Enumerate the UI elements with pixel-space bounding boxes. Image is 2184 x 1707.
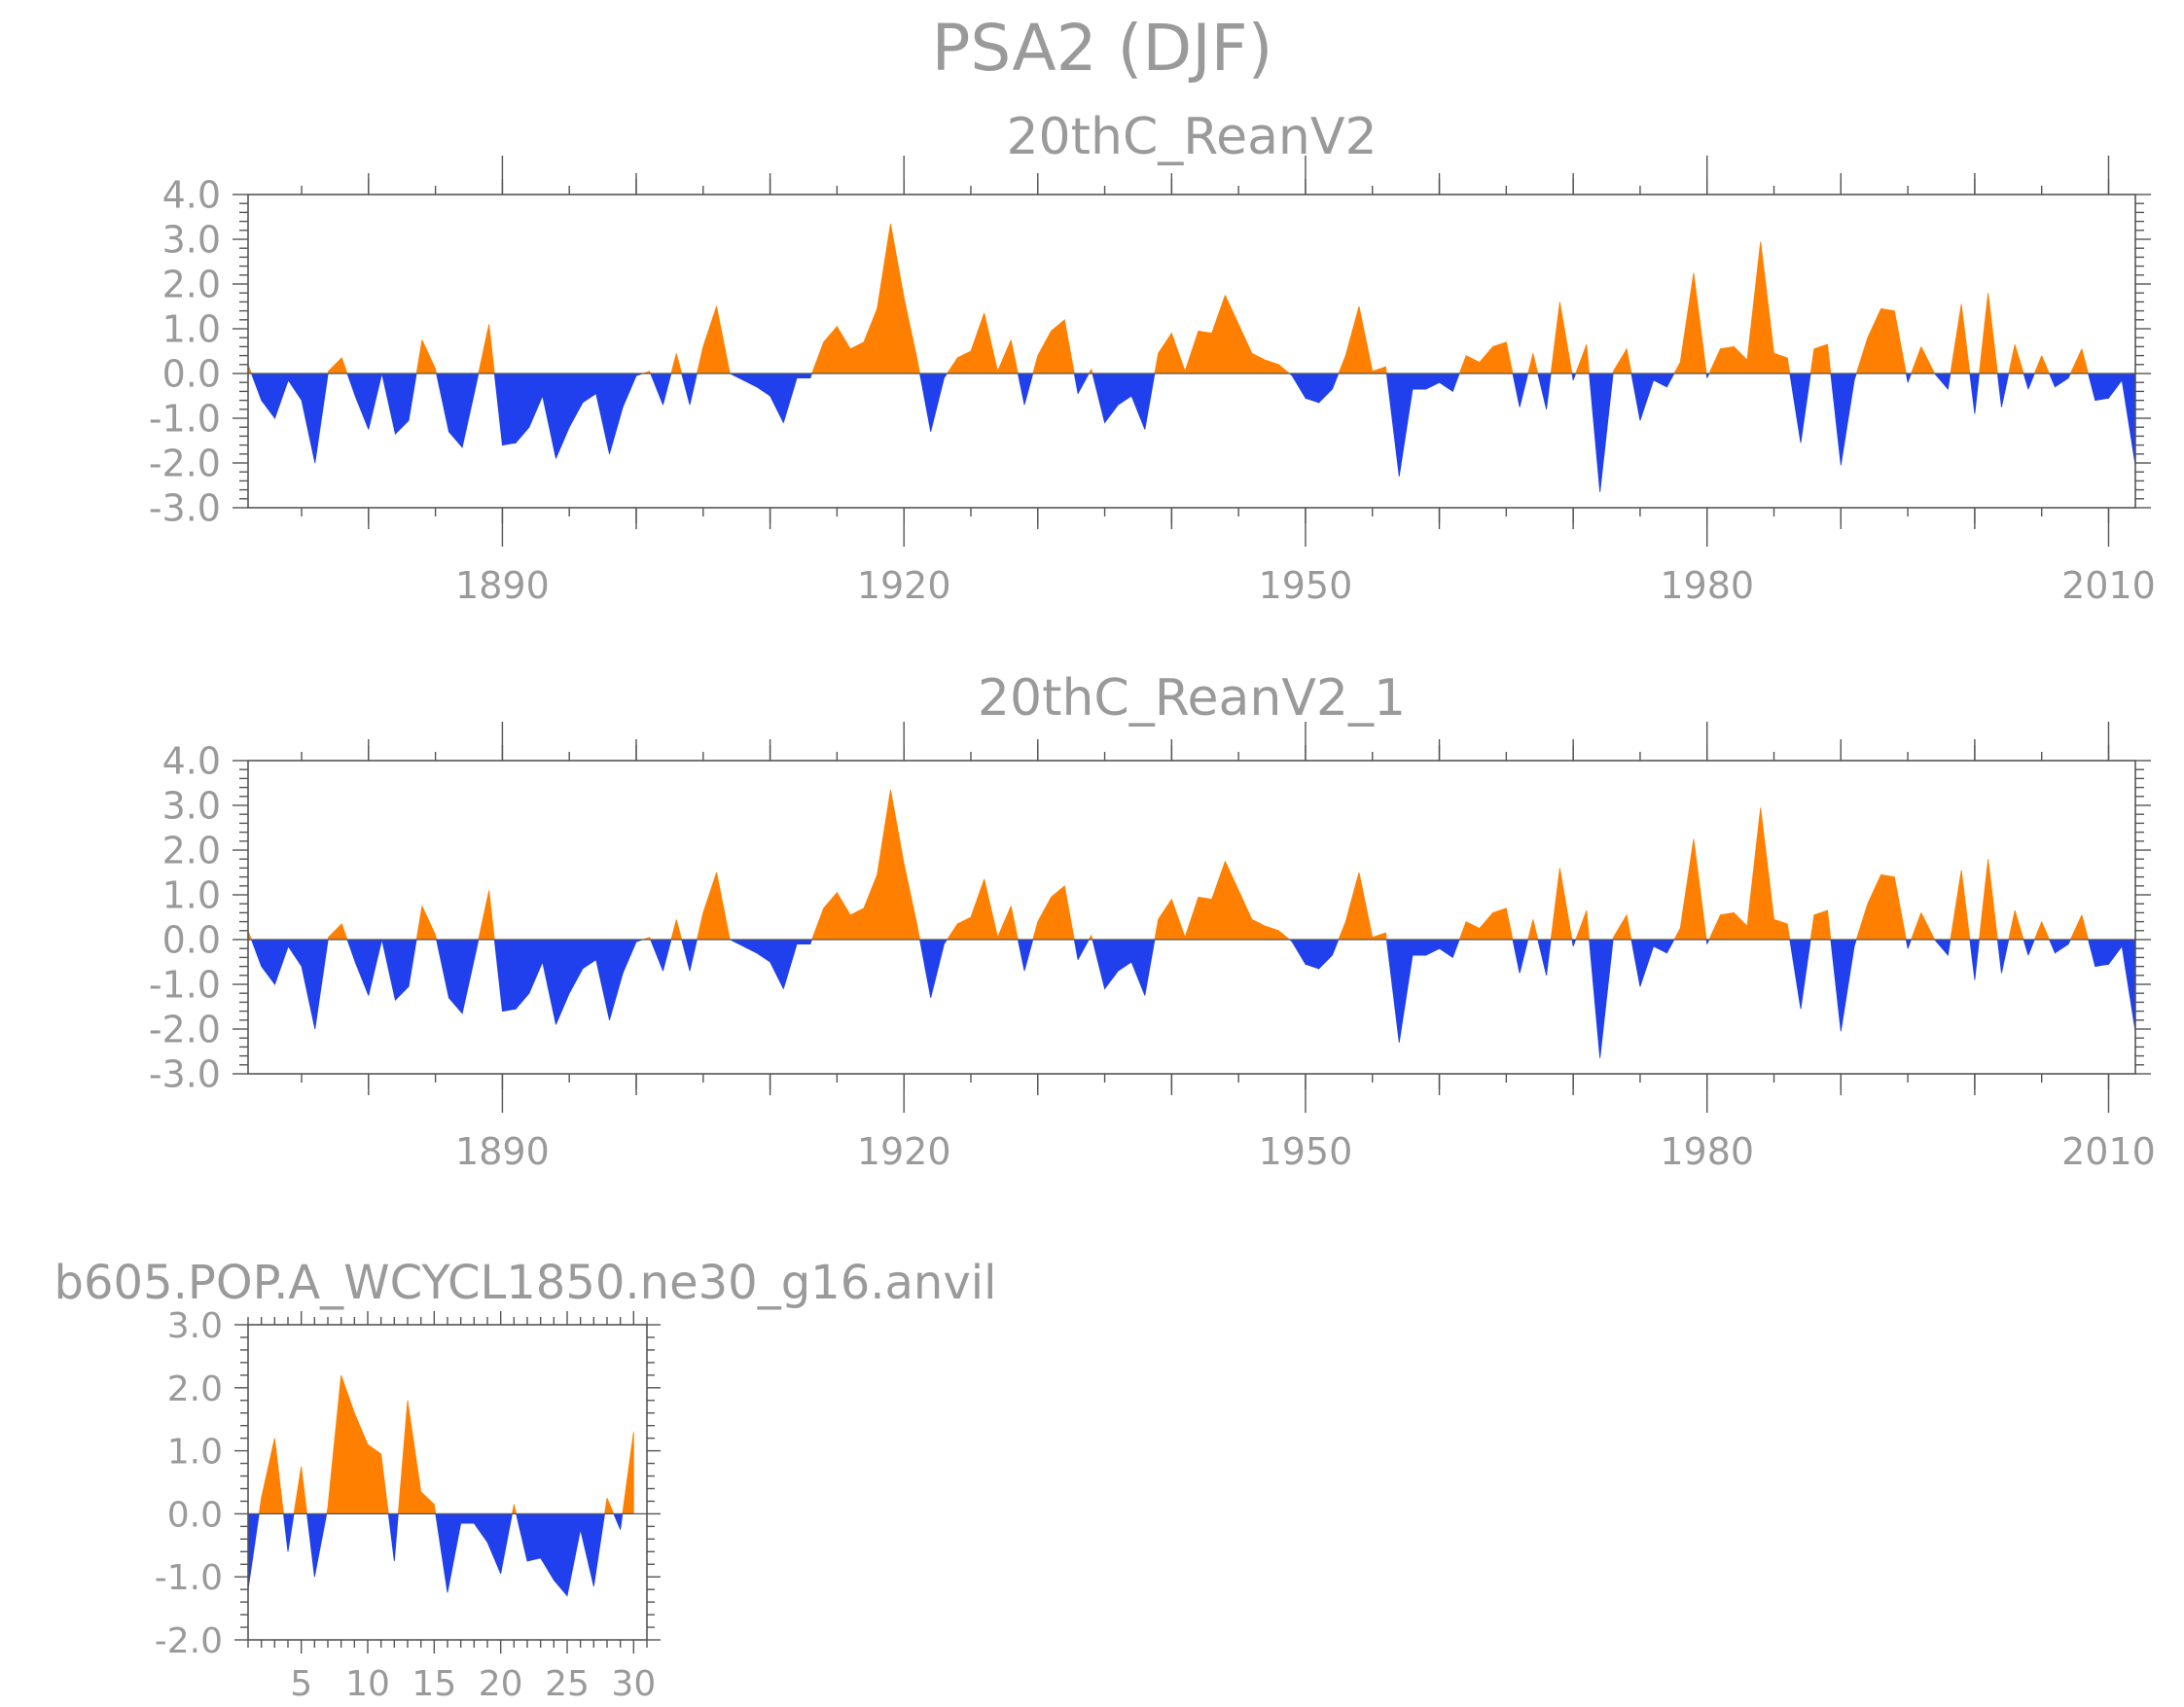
positive-area: [248, 223, 2135, 374]
y-tick-label: 2.0: [167, 1369, 223, 1409]
y-tick-label: 0.0: [162, 919, 221, 962]
axes: -2.0 -1.0 0.0 1.0 2.0 3.0 5 10 15 20 25 30: [155, 1306, 661, 1704]
y-tick-label: 4.0: [162, 174, 221, 217]
plot-frame: [247, 760, 2136, 1075]
positive-area: [248, 789, 2135, 941]
x-tick-label: 15: [412, 1664, 456, 1704]
x-tick-label: 1920: [857, 1130, 951, 1173]
x-tick-label: 1890: [455, 1130, 550, 1173]
y-tick-label: 3.0: [162, 785, 221, 828]
plot-area: [248, 223, 2135, 492]
x-tick-label: 20: [479, 1664, 523, 1704]
x-tick-label: 5: [290, 1664, 312, 1704]
x-tick-label: 30: [611, 1664, 656, 1704]
y-tick-label: -1.0: [149, 398, 221, 441]
y-tick-label: -2.0: [149, 1009, 221, 1051]
y-tick-label: -3.0: [149, 487, 221, 530]
x-tick-label: 1980: [1660, 564, 1754, 607]
y-tick-label: -2.0: [155, 1621, 223, 1661]
positive-area: [248, 1374, 634, 1514]
x-tick-label: 25: [545, 1664, 590, 1704]
plot-frame: [247, 194, 2136, 509]
y-tick-label: -3.0: [149, 1053, 221, 1096]
y-tick-label: -1.0: [149, 964, 221, 1007]
x-tick-label: 1890: [455, 564, 550, 607]
y-tick-label: 0.0: [162, 353, 221, 396]
x-tick-label: 10: [345, 1664, 390, 1704]
negative-area: [248, 373, 2135, 492]
x-tick-label: 1950: [1259, 1130, 1353, 1173]
panel-title: 20thC_ReanV2_1: [978, 669, 1406, 728]
panel-b605-anvil: b605.POP.A_WCYCL1850.ne30_g16.anvil-2.0-…: [54, 1256, 997, 1704]
x-tick-label: 1980: [1660, 1130, 1754, 1173]
y-tick-label: 4.0: [162, 740, 221, 783]
panel-20thc-reanv2: 20thC_ReanV2 -3.0-2.0-1.00.01.02.03.04.0 1…: [149, 108, 2156, 607]
x-tick-label: 1920: [857, 564, 951, 607]
negative-area: [248, 939, 2135, 1058]
y-tick-label: 1.0: [162, 308, 221, 351]
axes: -3.0-2.0-1.00.01.02.03.04.0 1890 1920 1950 1…: [149, 156, 2156, 607]
y-tick-label: 1.0: [167, 1433, 223, 1473]
axes: -3.0-2.0-1.00.01.02.03.04.0 1890 1920 1950 1…: [149, 722, 2156, 1173]
y-tick-label: 3.0: [162, 219, 221, 262]
negative-area: [248, 1513, 634, 1597]
y-tick-label: -2.0: [149, 443, 221, 485]
panel-title: 20thC_ReanV2: [1006, 108, 1377, 166]
y-tick-label: 3.0: [167, 1306, 223, 1346]
x-tick-label: 1950: [1259, 564, 1353, 607]
y-tick-label: 2.0: [162, 264, 221, 306]
y-tick-label: 0.0: [167, 1495, 223, 1535]
y-tick-label: 2.0: [162, 830, 221, 872]
x-tick-label: 2010: [2061, 1130, 2156, 1173]
plot-area: [248, 1374, 647, 1597]
y-tick-label: 1.0: [162, 874, 221, 917]
figure-title: PSA2 (DJF): [932, 11, 1273, 86]
panel-title: b605.POP.A_WCYCL1850.ne30_g16.anvil: [54, 1256, 997, 1310]
x-tick-label: 2010: [2061, 564, 2156, 607]
y-tick-label: -1.0: [155, 1558, 223, 1598]
panel-20thc-reanv2-1: 20thC_ReanV2_1-3.0-2.0-1.00.01.02.03.04.…: [149, 669, 2156, 1173]
plot-area: [248, 789, 2135, 1058]
